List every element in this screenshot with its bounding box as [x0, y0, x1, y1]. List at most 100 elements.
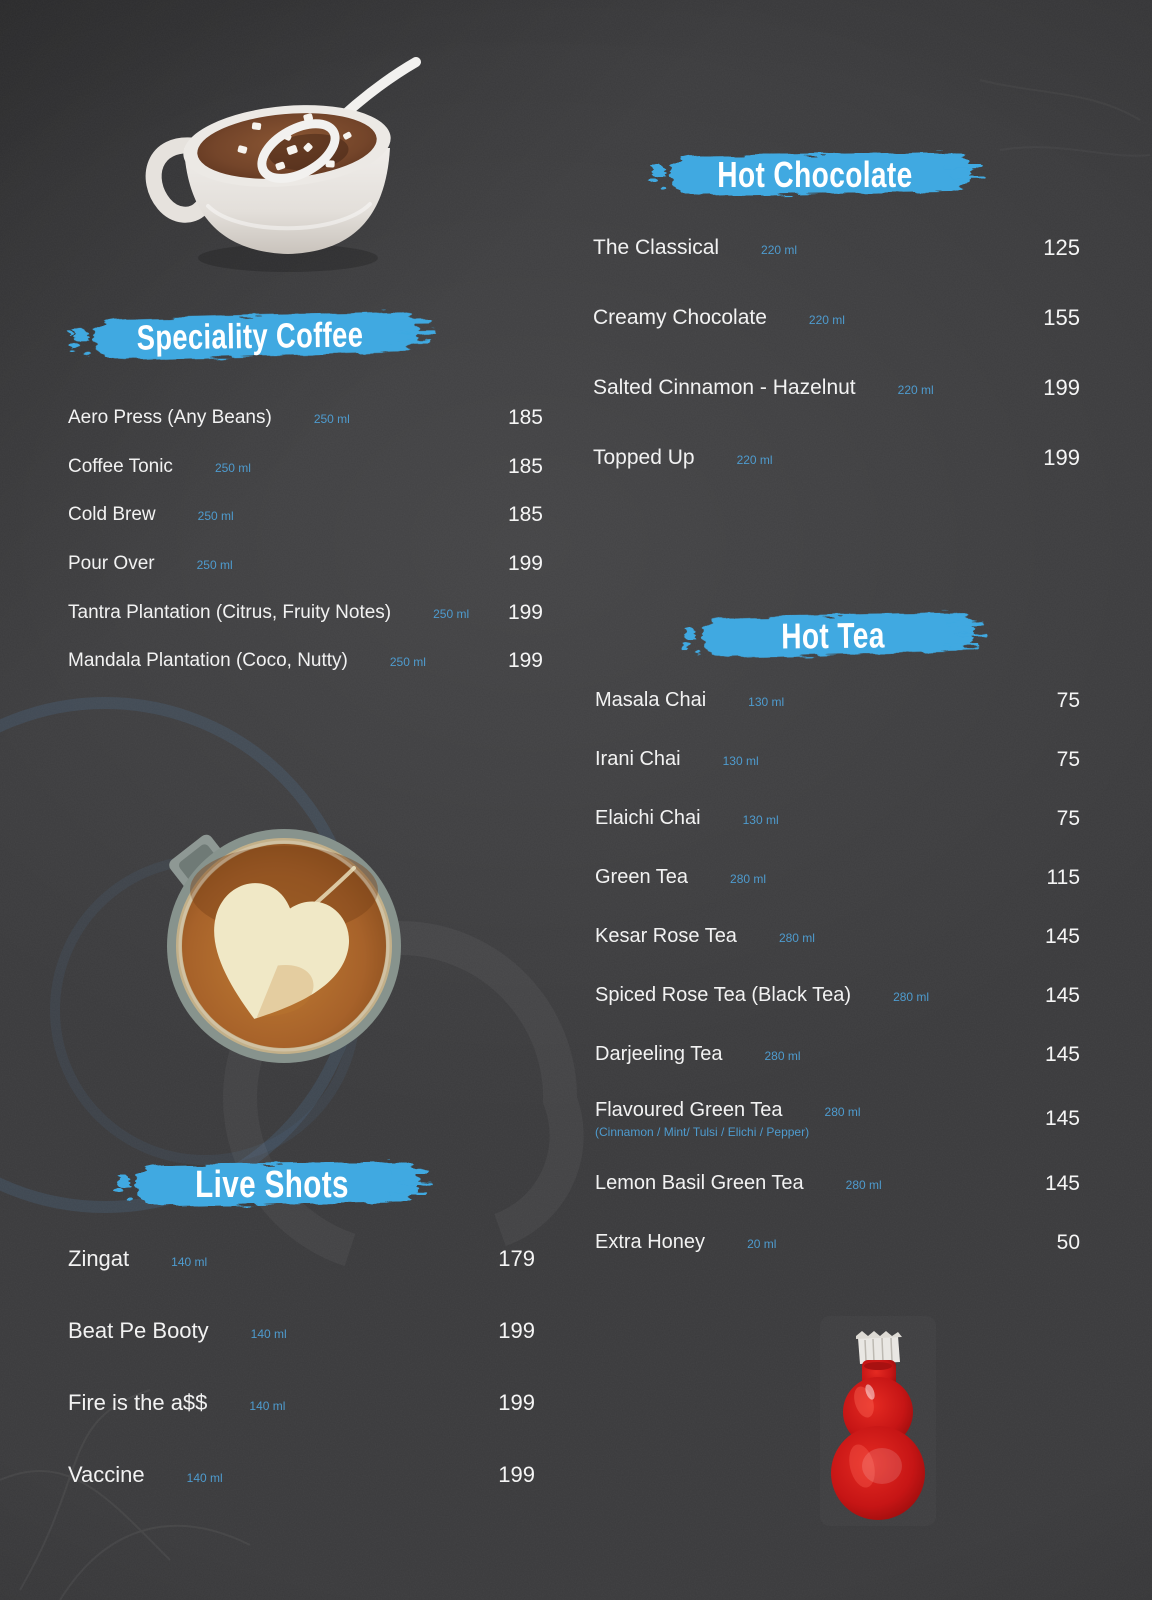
item-name: Irani Chai	[595, 748, 681, 770]
item-name: Salted Cinnamon - Hazelnut	[593, 376, 856, 399]
item-size: 140 ml	[250, 1327, 287, 1341]
menu-item: Salted Cinnamon - Hazelnut 220 ml 199	[593, 353, 1080, 423]
menu-item-main: The Classical 220 ml	[593, 236, 797, 260]
section-title: Live Shots	[195, 1163, 349, 1206]
item-price: 145	[1044, 1107, 1080, 1130]
item-name: The Classical	[593, 236, 720, 259]
item-price: 125	[1043, 235, 1080, 260]
item-price: 145	[1044, 1171, 1080, 1195]
item-price: 199	[498, 1390, 535, 1415]
item-size: 220 ml	[897, 383, 934, 397]
hot-chocolate-cup-photo	[138, 46, 442, 284]
menu-item-main: Extra Honey 20 ml	[595, 1231, 776, 1254]
item-name: Masala Chai	[595, 689, 707, 711]
item-name: Fire is the a$$	[68, 1390, 208, 1415]
item-size: 250 ml	[433, 606, 470, 621]
menu-item-main: Mandala Plantation (Coco, Nutty) 250 ml	[68, 650, 426, 672]
brush-stroke	[114, 1162, 433, 1207]
item-price: 179	[498, 1246, 535, 1271]
item-size: 220 ml	[736, 453, 773, 467]
menu-item: Elaichi Chai 130 ml 75	[595, 789, 1080, 848]
menu-item: Fire is the a$$ 140 ml 199	[68, 1367, 535, 1439]
item-name: Vaccine	[68, 1462, 145, 1487]
item-price: 75	[1056, 806, 1080, 830]
menu-item: The Classical 220 ml 125	[593, 213, 1080, 283]
item-size: 280 ml	[730, 872, 767, 886]
item-size: 140 ml	[186, 1471, 223, 1485]
item-size: 220 ml	[808, 313, 845, 327]
menu-item: Beat Pe Booty 140 ml 199	[68, 1295, 535, 1367]
item-name: Beat Pe Booty	[68, 1318, 209, 1343]
item-size: 280 ml	[845, 1178, 882, 1192]
item-size: 250 ml	[197, 509, 234, 524]
menu-item-main: Salted Cinnamon - Hazelnut 220 ml	[593, 376, 934, 400]
item-price: 185	[507, 406, 543, 430]
item-price: 75	[1056, 747, 1080, 771]
menu-item: Masala Chai 130 ml 75	[595, 671, 1080, 730]
menu-item-main: Masala Chai 130 ml	[595, 689, 784, 712]
menu-item-main: Darjeeling Tea 280 ml	[595, 1043, 801, 1066]
menu-item: Kesar Rose Tea 280 ml 145	[595, 907, 1080, 966]
menu-item-main: Elaichi Chai 130 ml	[595, 807, 779, 830]
item-size: 220 ml	[761, 243, 798, 257]
item-size: 130 ml	[748, 695, 785, 709]
item-name: Lemon Basil Green Tea	[595, 1172, 804, 1194]
menu-item: Extra Honey 20 ml 50	[595, 1213, 1080, 1272]
item-price: 155	[1043, 305, 1080, 330]
menu-item: Green Tea 280 ml 115	[595, 848, 1080, 907]
menu-item: Spiced Rose Tea (Black Tea) 280 ml 145	[595, 966, 1080, 1025]
latte-art-photo	[156, 816, 408, 1068]
item-size: 250 ml	[196, 558, 233, 573]
item-name: Elaichi Chai	[595, 807, 701, 829]
item-size: 280 ml	[824, 1105, 861, 1119]
speciality-coffee-items: Aero Press (Any Beans) 250 ml 185 Coffee To…	[68, 394, 543, 686]
item-size: 280 ml	[893, 990, 930, 1004]
brush-stroke	[682, 612, 987, 658]
item-name: Topped Up	[593, 446, 695, 469]
item-name: Coffee Tonic	[68, 455, 173, 477]
menu-item: Coffee Tonic 250 ml 185	[68, 443, 543, 492]
item-note: (Cinnamon / Mint/ Tulsi / Elichi / Peppe…	[595, 1125, 810, 1139]
item-price: 185	[507, 503, 543, 527]
item-name: Green Tea	[595, 866, 689, 888]
live-shots-items: Zingat 140 ml 179 Beat Pe Booty 140 ml 199 Fir…	[68, 1223, 535, 1511]
section-header-hot-tea: Hot Tea	[676, 601, 991, 670]
hot-chocolate-items: The Classical 220 ml 125 Creamy Chocolate 22…	[593, 213, 1080, 493]
brush-stroke	[67, 312, 437, 361]
item-price: 199	[1043, 375, 1080, 400]
menu-item-main: Beat Pe Booty 140 ml	[68, 1318, 287, 1344]
item-name: Extra Honey	[595, 1231, 706, 1253]
item-name: Zingat	[68, 1246, 130, 1271]
menu-item-main: Flavoured Green Tea 280 ml (Cinnamon / Min…	[595, 1099, 861, 1139]
menu-item: Mandala Plantation (Coco, Nutty) 250 ml 19…	[68, 637, 543, 686]
item-size: 20 ml	[747, 1237, 777, 1251]
item-size: 250 ml	[313, 412, 350, 427]
menu-item: Pour Over 250 ml 199	[68, 540, 543, 589]
menu-item: Tantra Plantation (Citrus, Fruity Notes)…	[68, 588, 543, 637]
menu-item-main: Coffee Tonic 250 ml	[68, 456, 251, 478]
menu-item: Irani Chai 130 ml 75	[595, 730, 1080, 789]
item-name: Aero Press (Any Beans)	[68, 407, 272, 429]
menu-item-main: Spiced Rose Tea (Black Tea) 280 ml	[595, 984, 929, 1007]
item-name: Creamy Chocolate	[593, 306, 767, 329]
menu-item: Aero Press (Any Beans) 250 ml 185	[68, 394, 543, 443]
item-price: 199	[498, 1318, 535, 1343]
item-price: 50	[1056, 1230, 1080, 1254]
menu-item-main: Tantra Plantation (Citrus, Fruity Notes)…	[68, 602, 469, 624]
hot-tea-items: Masala Chai 130 ml 75 Irani Chai 130 ml 75 Ela…	[595, 671, 1080, 1272]
menu-item: Darjeeling Tea 280 ml 145	[595, 1025, 1080, 1084]
item-size: 280 ml	[764, 1049, 801, 1063]
menu-item-main: Cold Brew 250 ml	[68, 504, 234, 526]
section-title: Speciality Coffee	[136, 315, 364, 358]
item-size: 280 ml	[778, 931, 815, 945]
item-name: Flavoured Green Tea	[595, 1099, 783, 1121]
item-size: 250 ml	[214, 460, 251, 475]
menu-item-main: Lemon Basil Green Tea 280 ml	[595, 1172, 882, 1195]
red-shot-bottle-photo	[820, 1316, 936, 1526]
menu-item-main: Zingat 140 ml	[68, 1246, 207, 1272]
menu-item: Topped Up 220 ml 199	[593, 423, 1080, 493]
brush-stroke	[648, 152, 986, 196]
section-title: Hot Chocolate	[717, 154, 913, 195]
menu-item: Cold Brew 250 ml 185	[68, 491, 543, 540]
